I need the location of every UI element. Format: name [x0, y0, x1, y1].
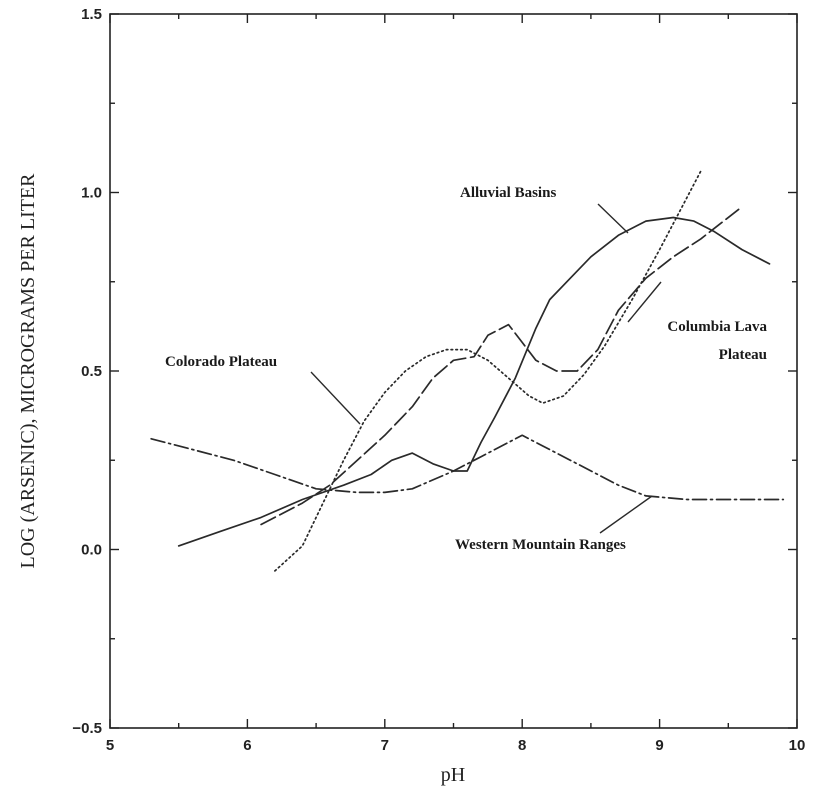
leader-line-western	[599, 495, 653, 534]
annotation-columbia-line-1: Plateau	[719, 347, 767, 363]
annotation-colorado-line-0: Colorado Plateau	[165, 354, 277, 370]
x-tick-label: 6	[243, 737, 251, 754]
leader-line-columbia	[627, 281, 662, 323]
x-tick-label: 5	[106, 737, 114, 754]
y-tick-label: 1.5	[81, 6, 102, 23]
y-tick-label: 1.0	[81, 185, 102, 202]
annotation-western-line-0: Western Mountain Ranges	[455, 537, 626, 553]
annotation-alluvial-line-0: Alluvial Basins	[460, 185, 556, 201]
tick-marks	[109, 13, 798, 729]
y-tick-label: 0.5	[81, 363, 102, 380]
leader-lines	[310, 203, 662, 534]
y-tick-label: −0.5	[72, 720, 102, 737]
series-line-colorado-plateau	[260, 205, 743, 526]
annotations: Alluvial Basins Colorado Plateau Columbia …	[165, 185, 767, 553]
x-axis-title: pH	[441, 764, 465, 786]
series-line-columbia-lava-plateau	[274, 170, 702, 572]
x-tick-label: 7	[381, 737, 389, 754]
y-tick-label: 0.0	[81, 542, 102, 559]
series-line-alluvial-basins	[177, 216, 771, 547]
plot-frame	[109, 13, 798, 729]
x-tick-label: 10	[789, 737, 806, 754]
leader-line-alluvial	[597, 203, 629, 234]
x-tick-label: 9	[655, 737, 663, 754]
tick-labels: 5 6 7 8 9 10 −0.5 0.0 0.5 1.0 1.5	[72, 6, 805, 754]
x-tick-label: 8	[518, 737, 526, 754]
y-axis-title: LOG (ARSENIC), MICROGRAMS PER LITER	[17, 173, 39, 569]
series-layer	[150, 170, 785, 572]
series-line-western-mountain-ranges	[150, 434, 785, 501]
annotation-columbia-line-0: Columbia Lava	[667, 319, 767, 335]
leader-line-colorado	[310, 371, 361, 425]
